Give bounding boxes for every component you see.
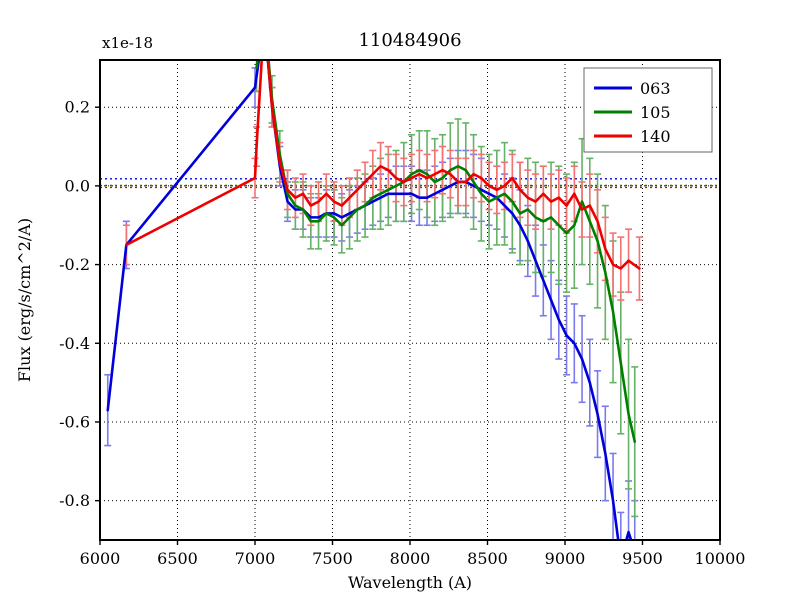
y-tick-label: 0.2 <box>65 98 90 117</box>
x-tick-label: 8500 <box>467 549 508 568</box>
x-tick-label: 9000 <box>545 549 586 568</box>
series-line-105[interactable] <box>255 13 637 443</box>
y-tick-label: 0.0 <box>65 176 90 195</box>
x-tick-label: 7500 <box>312 549 353 568</box>
legend-label-105[interactable]: 105 <box>640 103 671 122</box>
x-tick-label: 9500 <box>622 549 663 568</box>
y-tick-label: -0.2 <box>59 255 90 274</box>
axes-area: 6000 6500 7000 7500 8000 8500 9000 9500 10000 0.2… <box>15 13 746 592</box>
x-tick-label: 6000 <box>80 549 121 568</box>
x-tick-label: 8000 <box>390 549 431 568</box>
legend-label-063[interactable]: 063 <box>640 79 671 98</box>
x-axis-label: Wavelength (A) <box>348 573 472 592</box>
x-tick-label: 10000 <box>695 549 746 568</box>
chart-title: 110484906 <box>358 30 461 51</box>
y-tick-label: -0.6 <box>59 412 90 431</box>
legend-label-140[interactable]: 140 <box>640 127 671 146</box>
y-axis-label: Flux (erg/s/cm^2/A) <box>15 218 34 382</box>
legend-box <box>583 67 713 153</box>
x-tick-label: 7000 <box>235 549 276 568</box>
x-tick-label: 6500 <box>157 549 198 568</box>
data-layer <box>100 13 720 540</box>
y-tick-label: -0.8 <box>59 491 90 510</box>
series-line-140[interactable] <box>125 17 641 270</box>
y-axis-offset-label: x1e-18 <box>102 34 153 52</box>
y-tick-label: -0.4 <box>59 334 90 353</box>
